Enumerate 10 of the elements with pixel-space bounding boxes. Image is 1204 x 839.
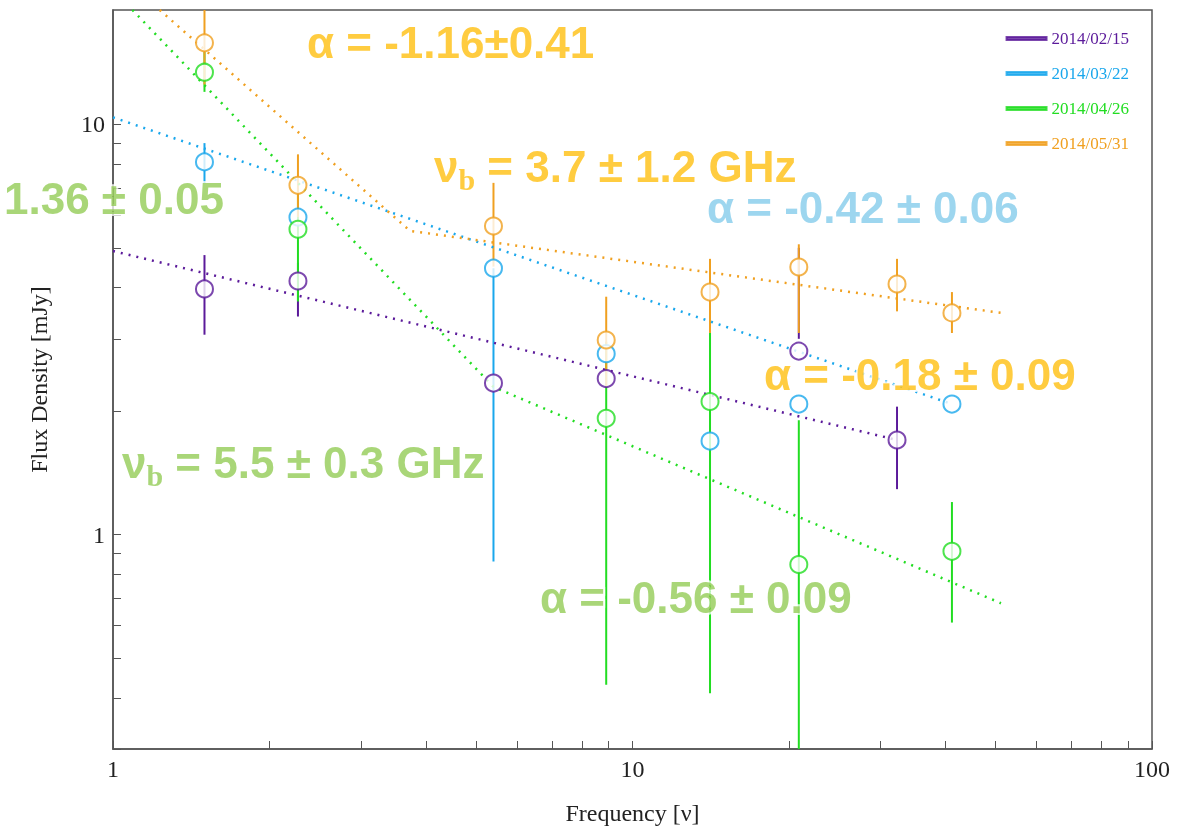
annotation: α = -1.16±0.41: [307, 17, 595, 67]
x-tick-label: 10: [620, 756, 645, 782]
y-axis-title: Flux Density [mJy]: [26, 286, 52, 473]
x-tick-label: 100: [1134, 756, 1170, 782]
legend-label: 2014/05/31: [1051, 134, 1130, 153]
legend-label: 2014/03/22: [1051, 64, 1130, 83]
annotation: α = -0.42 ± 0.06: [707, 182, 1019, 232]
legend-label: 2014/02/15: [1051, 29, 1130, 48]
x-axis-title: Frequency [ν]: [565, 800, 700, 826]
legend-label: 2014/04/26: [1051, 99, 1130, 118]
